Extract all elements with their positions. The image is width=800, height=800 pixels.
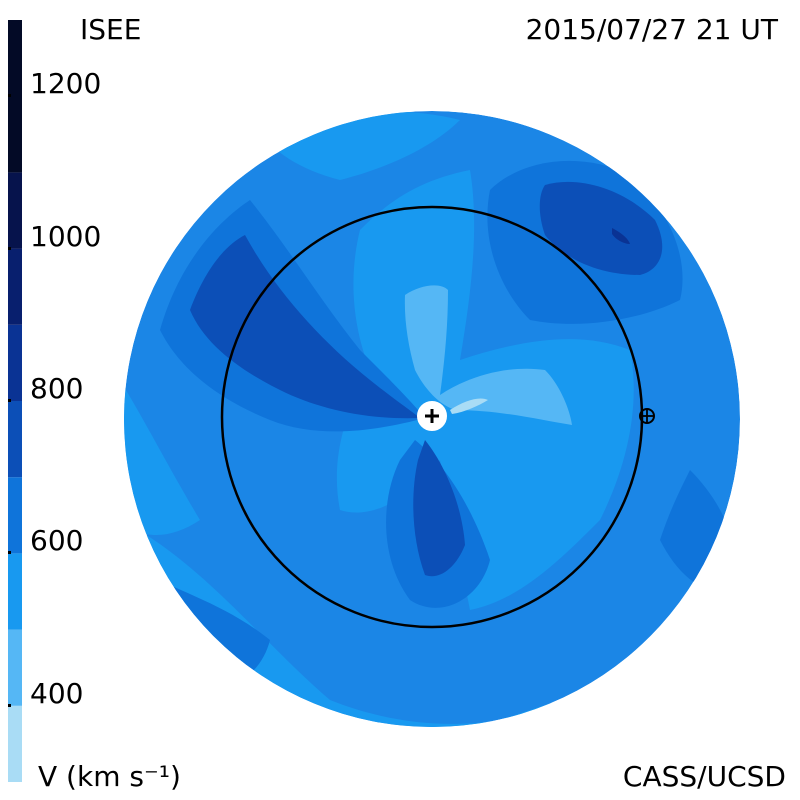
colorbar-tick-mark	[8, 246, 11, 250]
organization-label: ISEE	[80, 13, 142, 46]
colorbar-tick-mark	[8, 703, 11, 707]
colorbar-tick-label: 1000	[30, 219, 102, 253]
colorbar-band	[8, 629, 22, 706]
credit-label: CASS/UCSD	[622, 760, 786, 793]
colorbar-band	[8, 477, 22, 554]
colorbar-band	[8, 20, 22, 173]
colorbar-tick-mark	[8, 551, 11, 555]
colorbar-tick-label: 800	[30, 372, 84, 405]
region-inner-palest	[450, 398, 488, 414]
colorbar-band	[8, 401, 22, 478]
sun-plus-icon	[417, 401, 447, 431]
region-darkest-top-right	[612, 228, 630, 244]
colorbar-tick-label: 1200	[30, 67, 102, 101]
colorbar-band	[8, 324, 22, 401]
region-outer-light-left	[124, 380, 200, 535]
region-inner-lighter	[404, 285, 572, 425]
earth-orbit-circle	[220, 205, 644, 629]
colorbar-band	[8, 705, 22, 782]
region-darker-arc-left	[190, 235, 420, 419]
colorbar-tick-mark	[8, 94, 11, 98]
colorbar-band	[8, 172, 22, 249]
colorbar-tick-label: 400	[30, 676, 84, 710]
colorbar-tick-mark	[8, 399, 11, 402]
region-darker-bottom-lobe	[413, 440, 465, 577]
unit-label: V (km s⁻¹)	[38, 760, 181, 793]
colorbar	[8, 20, 22, 782]
timestamp-label: 2015/07/27 21 UT	[525, 13, 778, 46]
region-darker-top-right	[539, 181, 663, 275]
colorbar-tick-label: 600	[30, 524, 84, 558]
colorbar-band	[8, 248, 22, 325]
colorbar-band	[8, 553, 22, 630]
earth-circle-plus-icon	[639, 408, 655, 424]
